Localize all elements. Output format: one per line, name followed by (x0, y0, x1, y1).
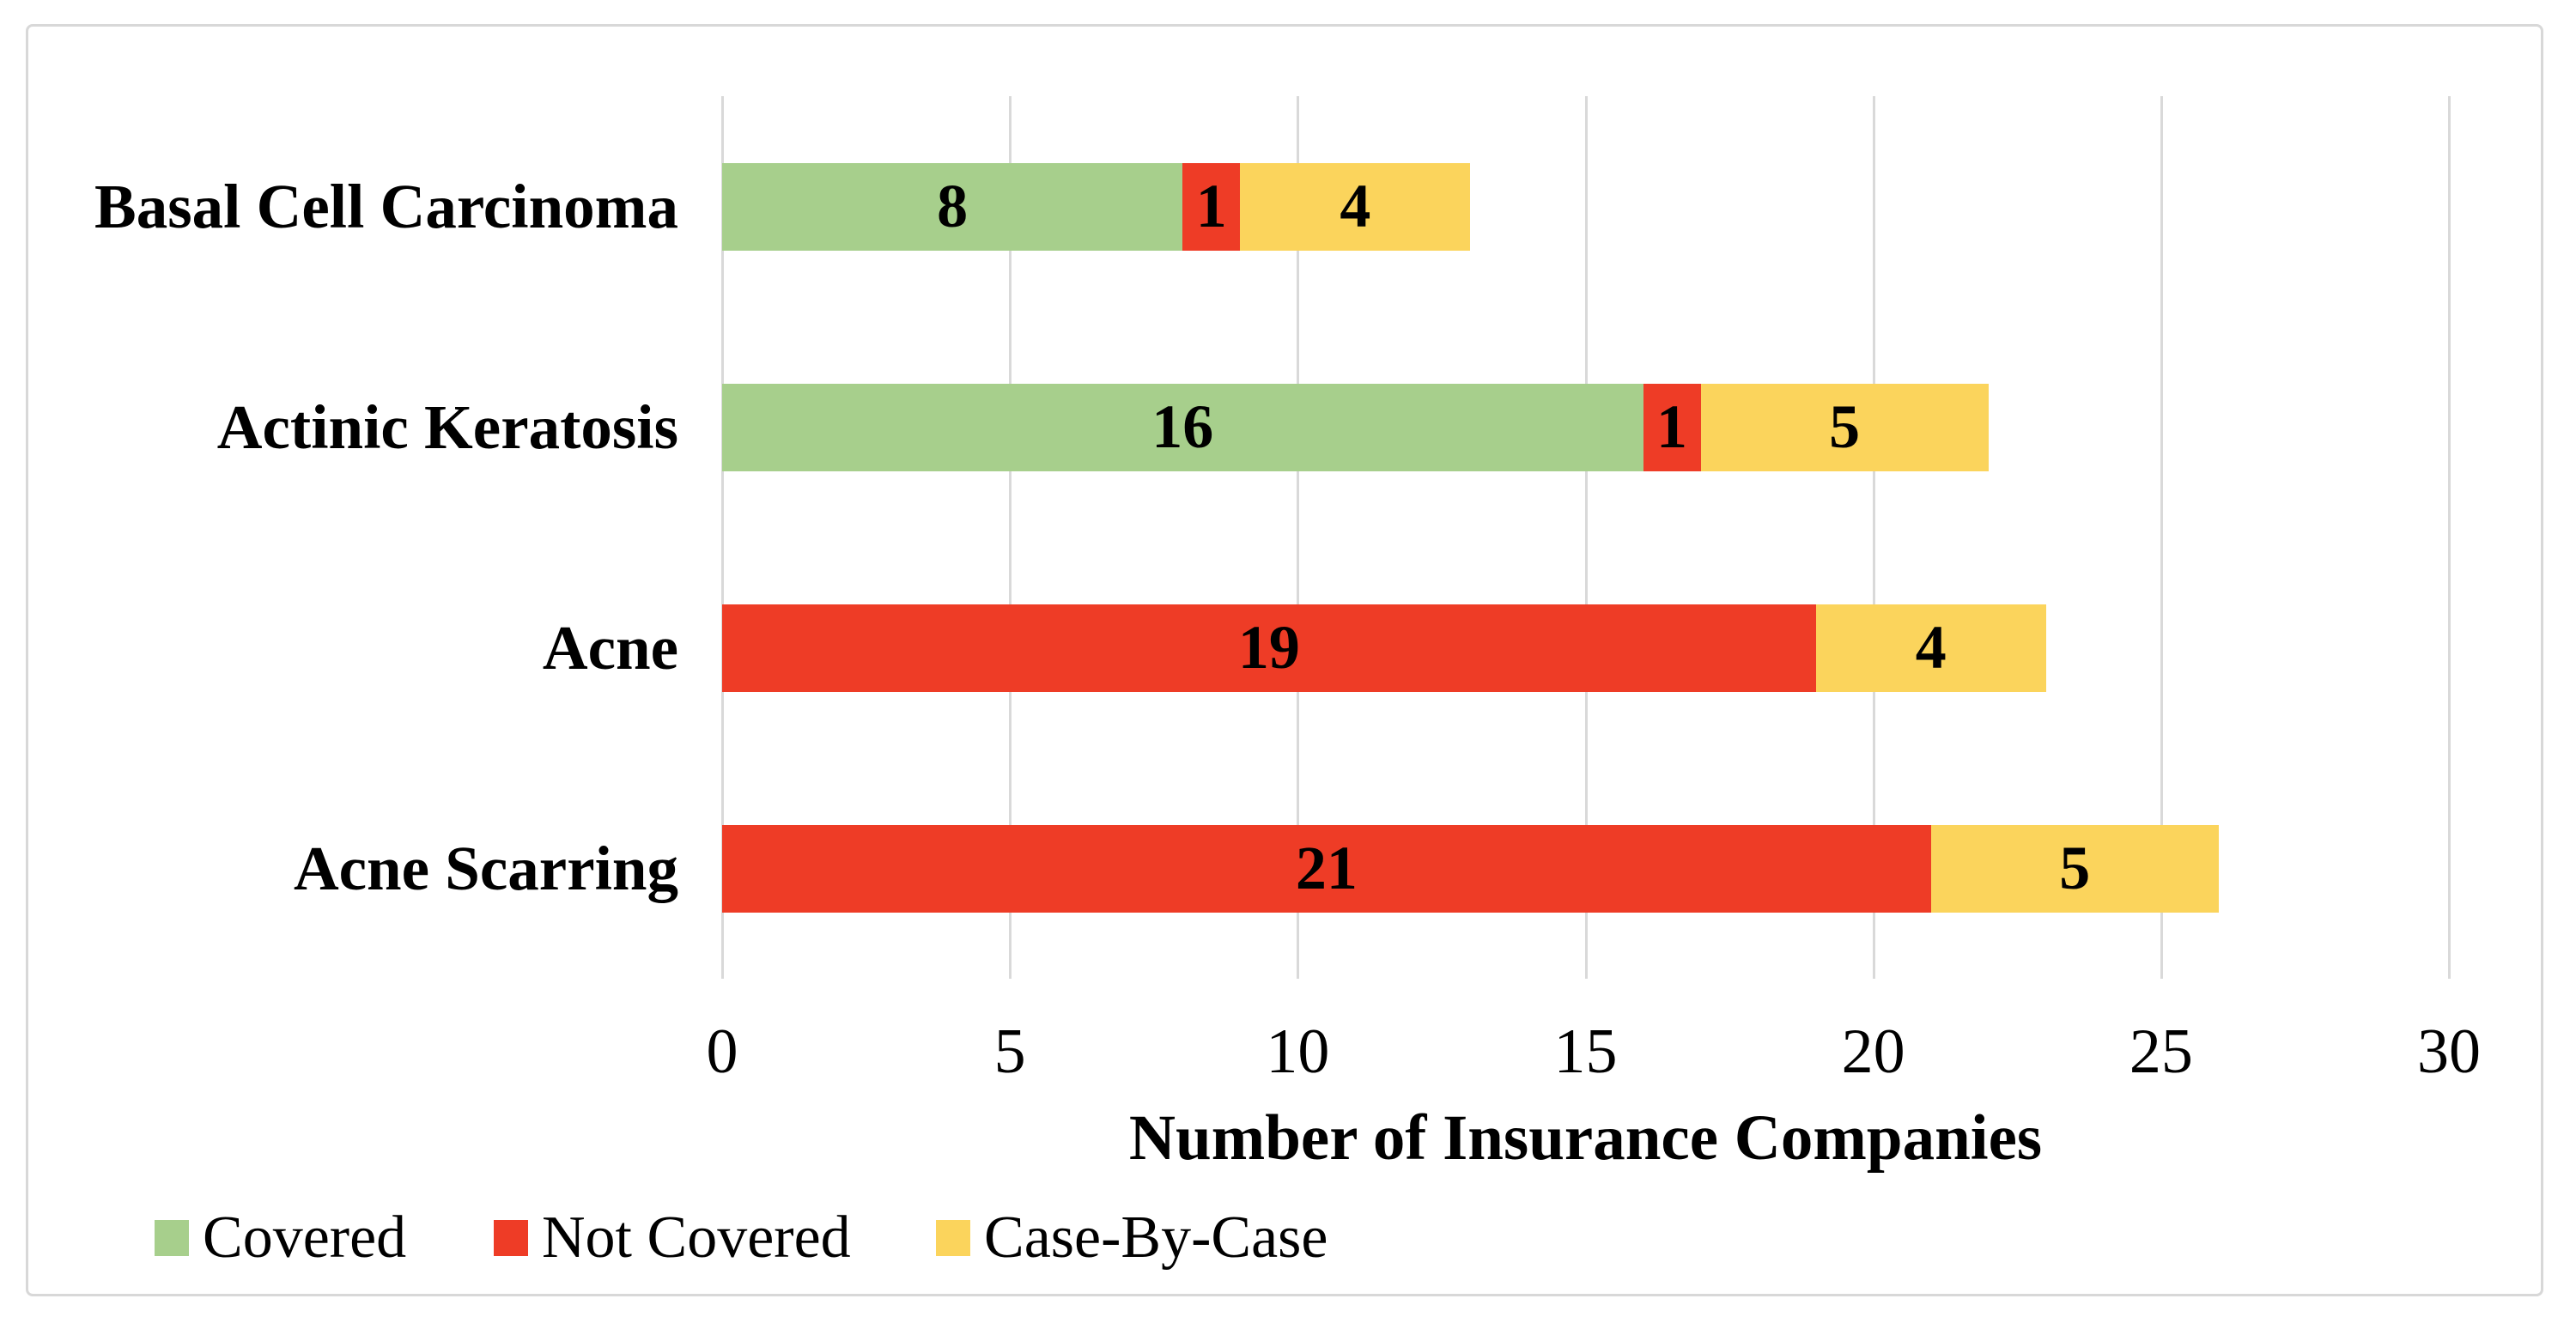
data-label: 1 (1656, 392, 1688, 461)
x-tick-label-5: 5 (993, 1017, 1026, 1087)
data-label: 1 (1195, 172, 1227, 240)
x-axis-title: Number of Insurance Companies (1128, 1102, 2043, 1174)
plot-area (721, 96, 2451, 979)
category-label-actinic-keratosis: Actinic Keratosis (216, 391, 678, 462)
bar-actinic-keratosis: 16 1 5 (722, 383, 1989, 471)
data-label: 5 (2059, 834, 2091, 902)
data-label: 5 (1829, 392, 1861, 461)
legend-swatch-case-by-case (936, 1220, 970, 1256)
bar-segment-not-covered-acne-scarring: 21 (722, 824, 1931, 913)
category-label-acne: Acne (542, 612, 678, 683)
x-tick-label-25: 25 (2129, 1017, 2193, 1087)
legend-swatch-not-covered (494, 1220, 528, 1256)
legend-label: Covered (203, 1205, 407, 1271)
x-tick-label-20: 20 (1841, 1017, 1905, 1087)
legend-item-not-covered: Not Covered (494, 1205, 851, 1271)
gridline-30 (2448, 96, 2451, 979)
x-tick-label-0: 0 (706, 1017, 738, 1087)
bar-segment-not-covered-basal-cell-carcinoma: 1 (1182, 162, 1241, 251)
bar-acne: 19 4 (722, 604, 2046, 692)
data-label: 4 (1915, 613, 1947, 682)
bar-segment-case-by-case-actinic-keratosis: 5 (1700, 383, 1989, 471)
data-label: 4 (1340, 172, 1371, 240)
x-tick-label-10: 10 (1266, 1017, 1330, 1087)
legend-swatch-covered (155, 1220, 189, 1256)
gridline-15 (1584, 96, 1588, 979)
bar-segment-covered-basal-cell-carcinoma: 8 (722, 162, 1183, 251)
bar-segment-not-covered-acne: 19 (722, 604, 1816, 692)
gridline-5 (1009, 96, 1012, 979)
data-label: 21 (1295, 834, 1358, 902)
legend-item-covered: Covered (155, 1205, 407, 1271)
x-tick-label-30: 30 (2417, 1017, 2481, 1087)
bar-segment-not-covered-actinic-keratosis: 1 (1643, 383, 1701, 471)
data-label: 16 (1151, 392, 1214, 461)
gridline-10 (1297, 96, 1300, 979)
bar-acne-scarring: 21 5 (722, 824, 2219, 913)
gridline-0 (721, 96, 724, 979)
legend-item-case-by-case: Case-By-Case (936, 1205, 1328, 1271)
bar-segment-covered-actinic-keratosis: 16 (722, 383, 1643, 471)
bar-segment-case-by-case-acne: 4 (1815, 604, 2046, 692)
bar-segment-case-by-case-acne-scarring: 5 (1930, 824, 2219, 913)
category-label-basal-cell-carcinoma: Basal Cell Carcinoma (94, 171, 678, 241)
data-label: 19 (1237, 613, 1300, 682)
legend-label: Case-By-Case (984, 1205, 1328, 1271)
bar-segment-case-by-case-basal-cell-carcinoma: 4 (1240, 162, 1471, 251)
gridline-20 (1872, 96, 1875, 979)
legend-label: Not Covered (542, 1205, 851, 1271)
data-label: 8 (937, 172, 969, 240)
x-tick-label-15: 15 (1553, 1017, 1618, 1087)
gridline-25 (2160, 96, 2163, 979)
bar-basal-cell-carcinoma: 8 1 4 (722, 162, 1471, 251)
category-label-acne-scarring: Acne Scarring (293, 833, 678, 903)
